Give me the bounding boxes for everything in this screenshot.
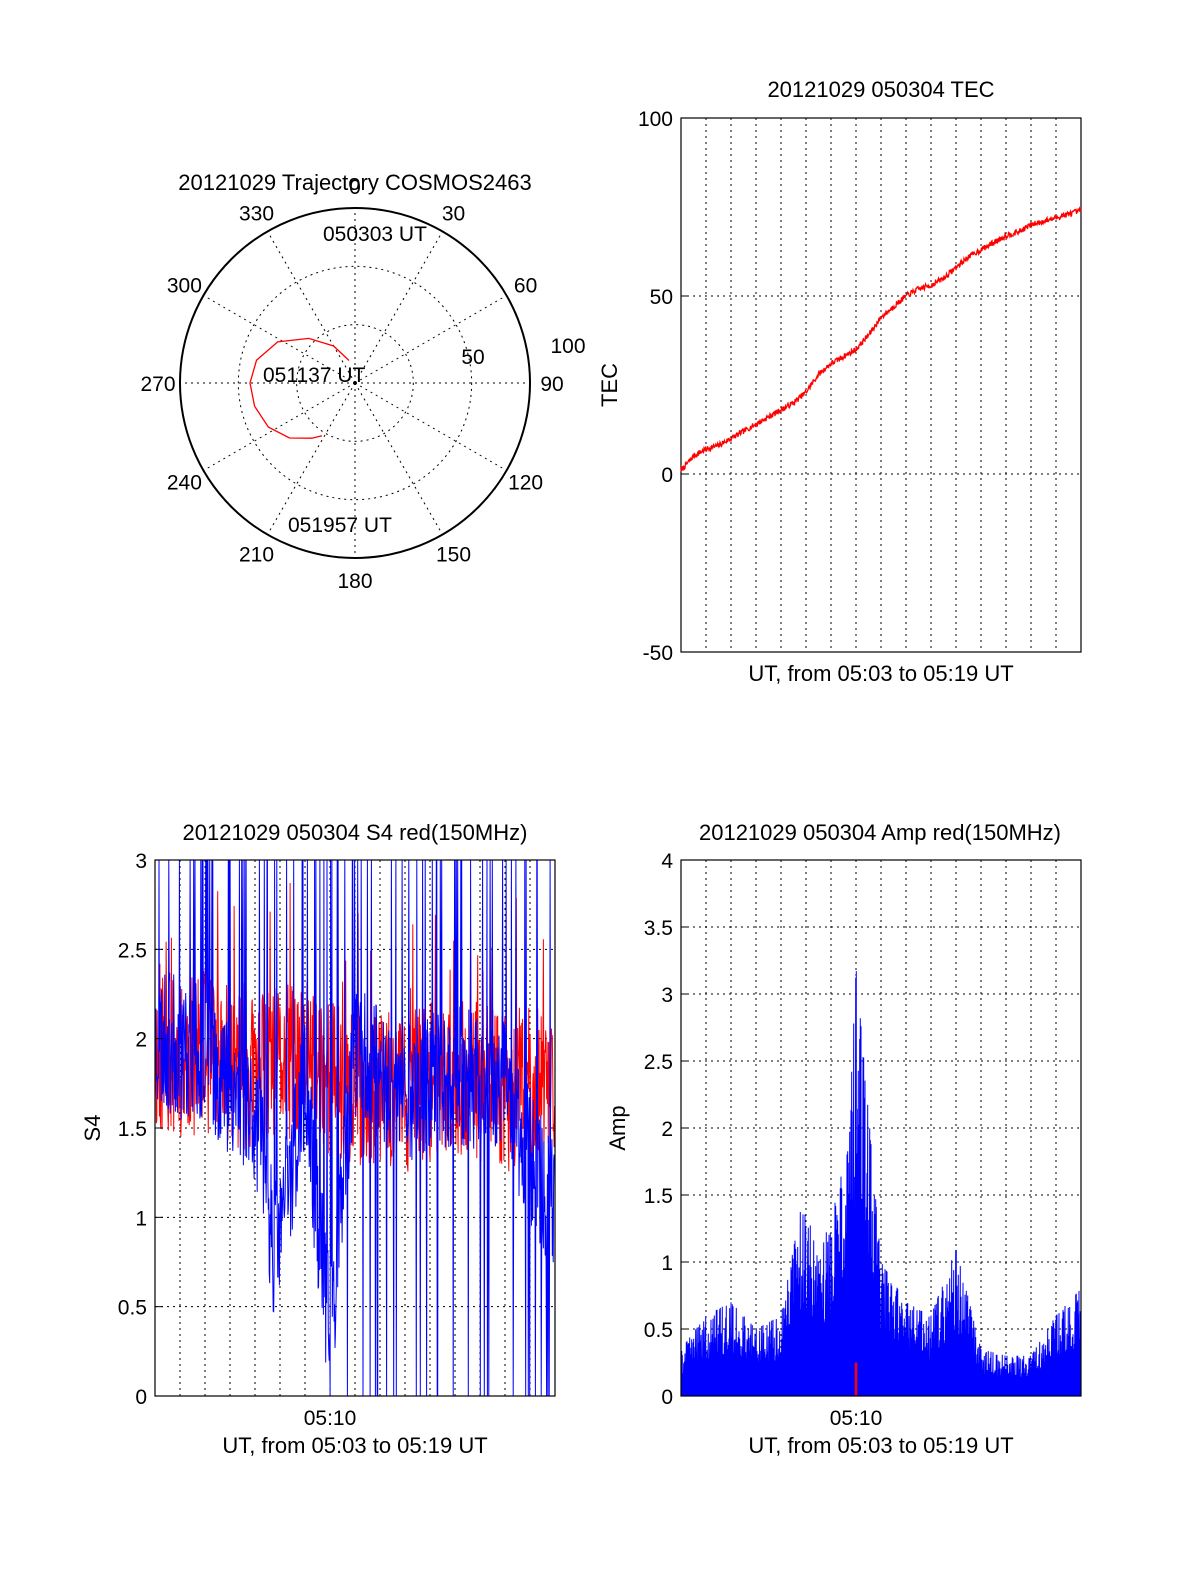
amp-y-tick-1: 1 [661, 1252, 673, 1275]
amp-y-tick-2: 2 [661, 1118, 673, 1141]
azimuth-label-240: 240 [167, 472, 202, 495]
polar-spoke-60 [354, 295, 507, 384]
azimuth-label-300: 300 [167, 275, 202, 298]
polar-grid-ring-60 [237, 265, 473, 501]
s4-panel: 20121029 050304 S4 red(150MHz) 0 0.5 1 1.5 2… [80, 820, 556, 1458]
polar-spoke-330 [267, 231, 356, 384]
tec-y-tick-50: 50 [650, 286, 673, 309]
s4-title: 20121029 050304 S4 red(150MHz) [183, 820, 528, 845]
polar-spoke-300 [203, 295, 356, 384]
annotation-mid-time: 051137 UT [263, 364, 366, 387]
polar-spoke-150 [354, 382, 443, 535]
tec-title: 20121029 050304 TEC [767, 77, 994, 102]
s4-y-tick-2: 2 [135, 1029, 147, 1052]
azimuth-label-0: 0 [349, 176, 361, 199]
polar-outer-ring [179, 207, 531, 559]
s4-y-tick-0.5: 0.5 [118, 1297, 147, 1320]
azimuth-label-150: 150 [436, 544, 471, 567]
s4-y-tick-2.5: 2.5 [118, 939, 147, 962]
s4-y-tick-1.5: 1.5 [118, 1118, 147, 1141]
azimuth-label-180: 180 [337, 570, 372, 593]
s4-x-tick-0510: 05:10 [304, 1407, 357, 1430]
annotation-start-time: 050303 UT [323, 223, 427, 246]
trajectory-title: 20121029 Trajectory COSMOS2463 [178, 170, 531, 195]
polar-grid-ring-30 [296, 324, 414, 442]
amp-y-axis-label: Amp [605, 1105, 630, 1150]
azimuth-label-90: 90 [540, 373, 563, 396]
amp-red-series-bar [854, 1362, 858, 1396]
polar-spoke-120 [354, 382, 507, 471]
amp-title: 20121029 050304 Amp red(150MHz) [699, 820, 1061, 845]
tec-y-tick-0: 0 [661, 464, 673, 487]
s4-x-axis-label: UT, from 05:03 to 05:19 UT [222, 1433, 487, 1458]
azimuth-label-120: 120 [508, 472, 543, 495]
azimuth-label-210: 210 [239, 544, 274, 567]
s4-blue-series-line [154, 859, 556, 1397]
s4-y-axis-label: S4 [80, 1115, 105, 1142]
radial-label-50: 50 [461, 346, 484, 369]
amp-x-axis-label: UT, from 05:03 to 05:19 UT [748, 1433, 1013, 1458]
radial-label-100: 100 [550, 335, 585, 358]
amp-y-tick-4: 4 [661, 850, 673, 873]
tec-x-axis-label: UT, from 05:03 to 05:19 UT [748, 661, 1013, 686]
s4-y-tick-1: 1 [135, 1207, 147, 1230]
tec-panel: 20121029 050304 TEC -50 0 50 100 UT, from 0… [597, 77, 1082, 686]
azimuth-label-330: 330 [239, 202, 274, 225]
tec-y-tick-100: 100 [638, 108, 673, 131]
azimuth-label-270: 270 [140, 373, 175, 396]
trajectory-panel: 20121029 Trajectory COSMOS2463 0 30 60 90 12… [140, 170, 585, 593]
amp-y-tick-2.5: 2.5 [644, 1051, 673, 1074]
azimuth-label-30: 30 [442, 202, 465, 225]
tec-plot-frame [680, 117, 1082, 653]
polar-spoke-30 [354, 231, 443, 384]
amp-blue-series-area [680, 971, 1082, 1397]
amp-y-tick-0.5: 0.5 [644, 1319, 673, 1342]
tec-y-axis-label: TEC [597, 363, 622, 407]
polar-spoke-240 [203, 382, 356, 471]
amp-y-tick-3: 3 [661, 984, 673, 1007]
amp-x-tick-0510: 05:10 [830, 1407, 883, 1430]
s4-y-tick-0: 0 [135, 1386, 147, 1409]
tec-y-tick--50: -50 [643, 642, 673, 665]
trajectory-track [249, 337, 350, 439]
amp-y-tick-0: 0 [661, 1386, 673, 1409]
polar-spoke-210 [267, 382, 356, 535]
amp-y-tick-1.5: 1.5 [644, 1185, 673, 1208]
tec-series-line [680, 206, 1082, 472]
azimuth-label-60: 60 [514, 275, 537, 298]
annotation-end-time: 051957 UT [288, 514, 392, 537]
amp-panel: 20121029 050304 Amp red(150MHz) 0 0.5 1 1.5… [605, 820, 1082, 1458]
amp-y-tick-3.5: 3.5 [644, 917, 673, 940]
s4-y-tick-3: 3 [135, 850, 147, 873]
